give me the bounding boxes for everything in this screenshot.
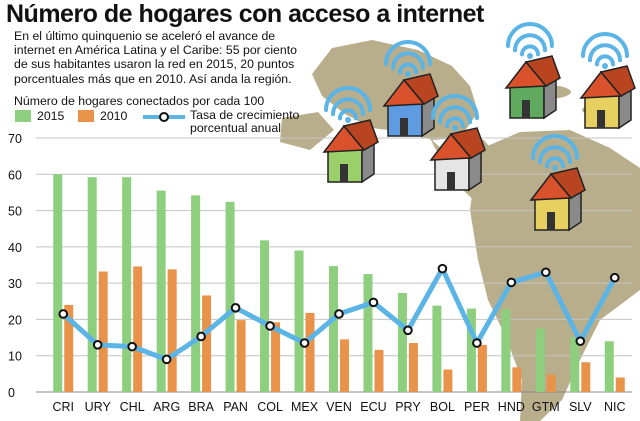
houses-illustration [322,22,636,232]
bar-2010 [133,266,143,392]
x-category-label: HND [498,400,525,414]
bar-2015 [604,341,614,392]
bar-2010 [374,349,384,392]
x-category-label: VEN [326,400,352,414]
bar-2015 [535,328,545,392]
bar-2015 [329,266,338,392]
bar-2015 [260,240,270,392]
x-category-label: MEX [291,400,319,414]
bar-2010 [98,271,108,392]
y-axis-caption: Número de hogares conectados por cada 10… [14,94,265,108]
x-category-label: CHL [120,400,145,414]
y-tick-label: 50 [8,205,22,219]
legend-swatch-2015 [15,110,31,122]
bar-2010 [271,322,281,392]
rate-point [437,263,448,274]
bar-2015 [191,195,201,392]
y-tick-label: 0 [8,386,15,400]
rate-point [368,297,379,308]
x-category-label: GTM [532,400,560,414]
bar-2010 [615,377,625,392]
page-title: Número de hogares con acceso a internet [6,0,484,28]
rate-point [472,338,482,348]
bar-2015 [397,292,407,392]
bar-2010 [236,320,246,392]
bar-2015 [87,177,97,392]
y-tick-label: 60 [8,168,22,182]
bars-group [53,174,625,392]
rate-point [127,341,137,352]
x-category-label: SLV [569,400,592,414]
legend-label-2015: 2015 [37,109,65,123]
legend-label-2010: 2010 [100,109,128,123]
legend-label-rate: Tasa de crecimiento porcentual anual [190,109,299,135]
x-category-label: ECU [360,400,386,414]
x-category-label: URY [85,400,112,414]
intro-paragraph: En el último quinquenio se aceleró el av… [14,29,297,86]
bar-2010 [305,312,315,392]
bar-2015 [53,174,63,392]
y-ticks-group: 0 10 20 30 40 50 60 70 [8,132,22,400]
bar-2015 [294,250,304,392]
bar-2010 [546,374,556,392]
house-icon [429,94,486,192]
bar-2010 [167,269,177,392]
bar-2015 [570,336,580,392]
bar-2010 [443,369,453,392]
legend-rate-line2: porcentual anual [190,121,281,135]
x-category-label: PRY [395,400,421,414]
rate-point [609,272,620,283]
bar-2010 [581,362,591,392]
legend-swatch-2010 [78,110,94,122]
rate-point [541,267,551,278]
house-icon [529,134,586,232]
bar-2010 [512,367,522,392]
bar-2015 [363,274,373,392]
rate-point [58,309,69,319]
x-category-label: PAN [223,400,248,414]
house-icon [504,22,561,120]
bar-2015 [225,201,235,392]
bar-2015 [501,309,511,392]
legend-line-marker [143,112,185,122]
bar-2015 [156,190,166,392]
y-tick-label: 20 [8,313,22,327]
y-tick-label: 40 [8,241,22,255]
x-category-label: PER [464,400,490,414]
rate-point [161,354,172,365]
rate-point [265,321,275,331]
legend-rate-line1: Tasa de crecimiento [190,108,300,122]
house-icon [579,32,636,130]
rate-point [403,325,413,336]
house-icon [322,86,379,184]
rate-point [196,331,206,342]
x-category-label: BRA [188,400,214,414]
bar-2010 [64,304,74,392]
y-tick-label: 70 [8,132,22,146]
rate-point [299,338,310,348]
bar-2010 [408,343,418,392]
rate-point [575,336,586,347]
rate-point [92,340,103,350]
x-categories-group: CRI URY CHL ARG BRA PAN COL MEX VEN ECU PRY BOL PER H… [52,400,625,414]
rate-line-group [58,263,620,365]
bar-2015 [122,177,132,392]
rate-point [506,277,517,288]
y-tick-label: 30 [8,277,22,291]
bar-2010 [477,344,487,392]
x-category-label: COL [257,400,283,414]
x-category-label: ARG [153,400,180,414]
bar-2010 [202,295,212,392]
bar-2010 [340,339,349,392]
bar-2015 [466,308,476,392]
x-category-label: NIC [604,400,626,414]
house-icon [382,40,439,138]
rate-point [230,303,241,313]
bar-2015 [432,305,442,392]
y-tick-label: 10 [8,350,22,364]
x-category-label: BOL [430,400,455,414]
rate-point [334,309,344,319]
x-category-label: CRI [52,400,74,414]
